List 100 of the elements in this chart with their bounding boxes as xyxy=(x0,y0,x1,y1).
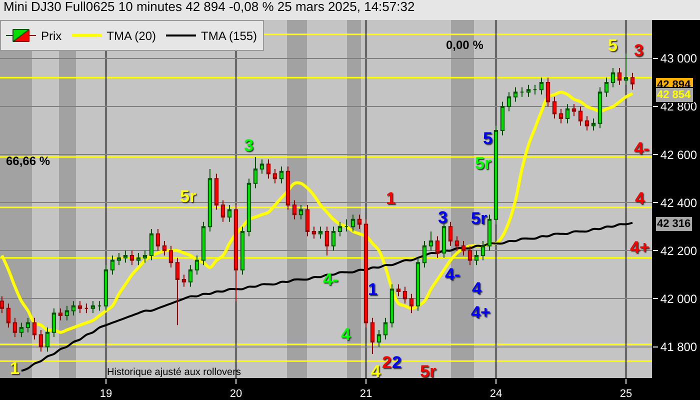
candlestick xyxy=(58,308,63,321)
annotation: 5r xyxy=(471,209,488,228)
candlestick xyxy=(364,218,368,328)
candlestick xyxy=(286,166,290,210)
candlestick xyxy=(123,250,128,264)
candlestick xyxy=(208,168,212,232)
candlestick xyxy=(617,68,622,86)
candlestick xyxy=(149,228,154,261)
y-tick-label: 41 800 xyxy=(660,340,698,354)
candlestick xyxy=(12,317,18,338)
candlestick xyxy=(175,257,180,326)
candlestick xyxy=(584,116,590,132)
candlestick xyxy=(454,236,460,252)
candlestick xyxy=(409,293,414,314)
annotation: 3 xyxy=(244,136,254,155)
y-tick-label: 42 400 xyxy=(660,196,698,210)
candlestick xyxy=(214,173,219,210)
candlestick xyxy=(201,221,206,266)
candlestick xyxy=(182,274,186,288)
annotation: 4 xyxy=(472,279,482,298)
candlestick xyxy=(32,317,37,340)
candlestick xyxy=(104,264,108,312)
candlestick xyxy=(546,77,550,107)
candlestick xyxy=(220,200,226,222)
candlestick xyxy=(513,86,518,102)
x-tick-label: 21 xyxy=(360,388,372,400)
chart-title: Mini DJ30 Full0625 10 minutes 42 894 -0,08 % 25 mars 2025, 14:57:32 xyxy=(4,0,415,14)
candlestick xyxy=(253,156,258,189)
annotation: 5r xyxy=(475,154,492,173)
candlestick xyxy=(604,77,609,98)
candlestick xyxy=(390,284,394,328)
candlestick xyxy=(494,125,498,225)
candlestick xyxy=(552,96,557,120)
annotation: 4 xyxy=(371,362,381,381)
candlestick xyxy=(188,264,193,288)
text: 42 316 xyxy=(657,218,691,230)
candlestick xyxy=(52,308,56,338)
annotation: 4+ xyxy=(630,238,650,257)
y-tick-label: 42 600 xyxy=(660,148,698,162)
candlestick xyxy=(598,86,602,129)
candlestick xyxy=(487,214,492,252)
candlestick xyxy=(331,226,336,252)
candlestick xyxy=(227,204,232,222)
candlestick xyxy=(272,168,278,184)
y-tick-label: 42 000 xyxy=(660,292,698,306)
candlestick xyxy=(84,303,89,314)
candlestick xyxy=(558,108,564,124)
candlestick xyxy=(240,226,245,276)
candlestick xyxy=(591,118,596,132)
candlestick xyxy=(110,254,115,276)
annotation: 5 xyxy=(608,36,618,55)
candlestick xyxy=(156,228,160,252)
candlestick xyxy=(506,92,512,112)
candlestick xyxy=(338,221,342,237)
candlestick xyxy=(474,250,479,266)
candlestick xyxy=(396,284,401,297)
candlestick xyxy=(116,252,122,266)
legend-label: Prix xyxy=(41,29,62,44)
legend-label: TMA (155) xyxy=(201,29,258,44)
candlestick xyxy=(422,240,427,268)
candlestick xyxy=(539,77,544,95)
candlestick xyxy=(435,236,440,258)
candlestick xyxy=(630,72,635,90)
x-tick-label: 24 xyxy=(490,388,502,400)
text: 42 854 xyxy=(657,89,692,101)
candlestick xyxy=(234,204,238,302)
candlestick xyxy=(298,204,304,220)
candlestick xyxy=(26,317,30,333)
candlestick xyxy=(168,245,174,268)
candlestick xyxy=(565,104,570,124)
annotation: 4- xyxy=(445,265,460,284)
annotation: 5 xyxy=(483,129,492,148)
candlestick xyxy=(64,305,70,321)
annotation: 1 xyxy=(368,280,378,299)
candlestick xyxy=(0,296,4,314)
annotation: 1 xyxy=(386,189,396,208)
candlestick xyxy=(416,257,420,312)
annotation: 4+ xyxy=(471,303,490,322)
candlestick xyxy=(500,101,505,136)
candlestick xyxy=(357,214,362,230)
candlestick xyxy=(266,158,271,180)
candlestick xyxy=(71,300,76,316)
candlestick xyxy=(260,158,264,174)
candlestick xyxy=(572,104,576,117)
x-tick-label: 20 xyxy=(230,388,242,400)
y-tick-label: 42 200 xyxy=(660,244,698,258)
candlestick xyxy=(610,68,616,88)
candlestick xyxy=(142,250,148,264)
candlestick xyxy=(279,166,284,184)
annotation: 66,66 % xyxy=(6,154,50,168)
candlestick xyxy=(461,240,466,256)
candlestick xyxy=(19,322,24,338)
candlestick xyxy=(318,226,323,240)
candlestick xyxy=(6,303,11,328)
legend-label: TMA (20) xyxy=(106,29,156,44)
candlestick xyxy=(344,218,349,232)
candlestick xyxy=(350,214,356,232)
candlestick xyxy=(624,53,628,86)
candlestick xyxy=(428,230,434,252)
annotation: 5r xyxy=(180,187,196,206)
